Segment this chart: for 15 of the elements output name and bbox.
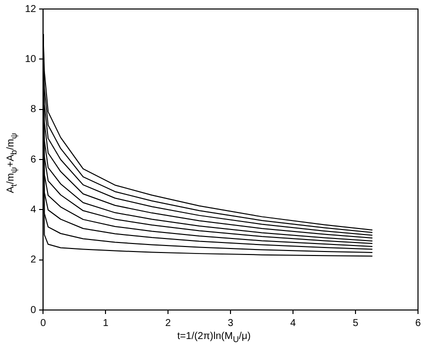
y-tick-label: 4 <box>30 204 37 216</box>
x-tick-label: 4 <box>290 318 296 329</box>
y-tick-label: 0 <box>30 304 37 316</box>
y-tick-label: 2 <box>30 254 37 266</box>
x-tick-label: 3 <box>228 318 234 329</box>
x-tick-label: 1 <box>102 318 109 329</box>
y-tick-label: 6 <box>30 154 37 166</box>
x-tick-label: 2 <box>165 318 172 329</box>
y-tick-label: 8 <box>30 104 37 116</box>
x-axis-title: t=1/(2π)ln(M$_{U}$/μ) <box>176 331 252 344</box>
y-tick-label: 12 <box>25 4 37 15</box>
x-tick-label: 6 <box>415 318 422 329</box>
y-tick-label: 10 <box>25 54 37 65</box>
x-tick-label: 5 <box>352 318 359 329</box>
x-tick-label: 0 <box>40 318 46 329</box>
